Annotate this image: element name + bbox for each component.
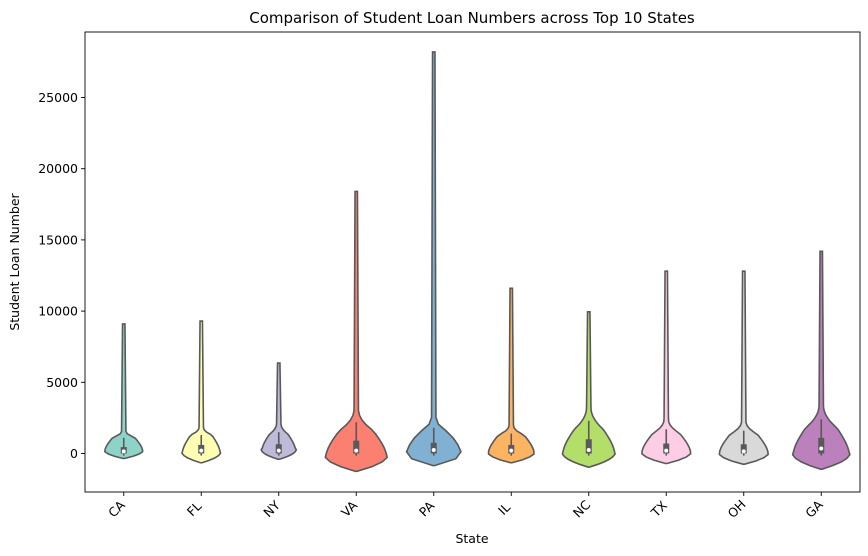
violin-oh	[718, 270, 769, 465]
x-tick-label-oh: OH	[724, 497, 748, 521]
median-dot-tx	[664, 448, 669, 453]
median-dot-il	[509, 448, 514, 453]
x-tick-label-va: VA	[338, 497, 360, 519]
y-tick-label: 5000	[46, 375, 78, 390]
violin-pa	[405, 51, 462, 467]
plot-frame	[84, 31, 861, 493]
violin-layer	[104, 51, 851, 473]
violin-ny	[260, 362, 298, 460]
y-tick-label: 15000	[38, 232, 78, 247]
x-tick-label-nc: NC	[570, 497, 594, 521]
y-tick-label: 10000	[38, 304, 78, 319]
median-dot-fl	[199, 448, 204, 453]
median-dot-ny	[276, 448, 281, 453]
x-tick-label-pa: PA	[416, 498, 438, 520]
y-axis-label: Student Loan Number	[7, 192, 22, 330]
x-tick-label-il: IL	[495, 500, 513, 518]
chart-title: Comparison of Student Loan Numbers acros…	[249, 9, 695, 27]
x-axis-label: State	[455, 531, 488, 546]
y-tick-label: 20000	[38, 161, 78, 176]
median-dot-nc	[586, 447, 591, 452]
median-dot-va	[354, 448, 359, 453]
violin-va	[324, 190, 389, 473]
violin-nc	[561, 311, 616, 468]
iqr-box-oh	[740, 444, 747, 454]
median-dot-ga	[819, 446, 824, 451]
violin-il	[487, 287, 535, 464]
x-tick-label-fl: FL	[184, 498, 205, 519]
median-dot-ca	[121, 449, 126, 454]
y-tick-label: 25000	[38, 90, 78, 105]
violin-tx	[641, 270, 692, 465]
iqr-box-nc	[585, 439, 592, 454]
y-tick-label: 0	[70, 446, 78, 461]
median-dot-oh	[741, 449, 746, 454]
x-tick-label-ny: NY	[260, 497, 283, 520]
violin-ca	[104, 323, 144, 460]
iqr-box-ga	[818, 437, 825, 454]
violin-ga	[791, 250, 851, 470]
iqr-box-tx	[663, 443, 670, 454]
violin-fl	[181, 320, 222, 464]
x-tick-label-ga: GA	[802, 497, 826, 521]
median-dot-pa	[431, 447, 436, 452]
x-tick-label-ca: CA	[105, 497, 128, 520]
iqr-box-va	[353, 440, 360, 454]
x-tick-label-tx: TX	[647, 497, 670, 520]
